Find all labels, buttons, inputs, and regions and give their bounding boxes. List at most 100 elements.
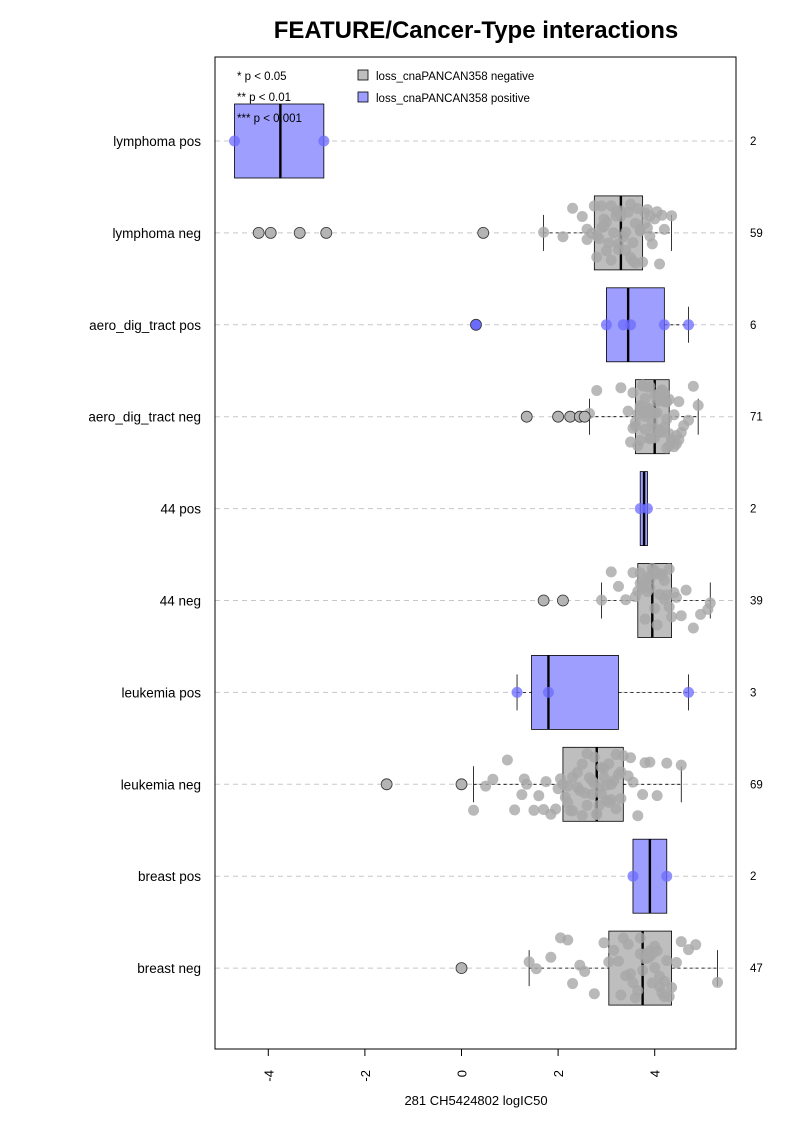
point-leukemia-neg	[651, 790, 663, 802]
point-aero-dig-tract-neg	[639, 423, 651, 435]
point-lymphoma-neg	[576, 211, 588, 223]
point-aero-dig-tract-neg	[637, 380, 649, 392]
outlier-lymphoma-neg	[477, 226, 490, 239]
point-lymphoma-neg	[625, 251, 637, 263]
count-label-44-neg: 39	[750, 596, 763, 608]
point-breast-neg	[675, 936, 687, 948]
point-leukemia-neg	[564, 804, 576, 816]
point-44-neg	[663, 601, 675, 613]
point-lymphoma-neg	[591, 251, 603, 263]
sig-legend-2: ** p < 0.01	[237, 92, 291, 104]
outlier-aero-dig-tract-neg	[578, 410, 591, 423]
point-aero-dig-tract-neg	[625, 436, 637, 448]
point-leukemia-neg	[632, 810, 644, 822]
point-breast-neg	[690, 939, 702, 951]
point-aero-dig-tract-neg	[663, 393, 675, 405]
point-breast-neg	[567, 978, 579, 990]
point-breast-neg	[646, 948, 658, 960]
point-lymphoma-neg	[656, 209, 668, 221]
point-44-neg	[639, 613, 651, 625]
x-tick-label: -4	[261, 1070, 276, 1082]
category-label-44-pos: 44 pos	[160, 502, 201, 517]
point-44-neg	[596, 594, 608, 606]
point-aero-dig-tract-neg	[661, 413, 673, 425]
outlier-lymphoma-neg	[264, 226, 277, 239]
point-leukemia-neg	[627, 776, 639, 788]
point-leukemia-pos	[511, 686, 523, 698]
point-44-neg	[629, 591, 641, 603]
point-breast-neg	[711, 976, 723, 988]
category-label-lymphoma-neg: lymphoma neg	[112, 226, 201, 241]
point-44-neg	[612, 580, 624, 592]
point-leukemia-neg	[615, 792, 627, 804]
point-leukemia-neg	[598, 762, 610, 774]
point-leukemia-neg	[612, 768, 624, 780]
point-breast-neg	[634, 932, 646, 944]
point-44-neg	[675, 610, 687, 622]
point-lymphoma-neg	[538, 226, 550, 238]
x-tick-label: -2	[358, 1070, 373, 1082]
point-breast-neg	[622, 938, 634, 950]
x-tick-label: 0	[455, 1070, 470, 1077]
point-aero-dig-tract-neg	[651, 407, 663, 419]
point-aero-dig-tract-neg	[629, 416, 641, 428]
point-44-neg	[680, 584, 692, 596]
point-leukemia-neg	[516, 789, 528, 801]
outlier-lymphoma-neg	[320, 226, 333, 239]
count-label-breast-neg: 47	[750, 963, 763, 975]
point-leukemia-neg	[675, 759, 687, 771]
box-lymphoma-pos	[234, 103, 325, 179]
x-tick-label: 2	[551, 1070, 566, 1077]
outlier-aero-dig-tract-neg	[520, 410, 533, 423]
point-leukemia-neg	[625, 752, 637, 764]
point-aero-dig-tract-neg	[654, 388, 666, 400]
point-breast-neg	[598, 937, 610, 949]
point-aero-dig-tract-neg	[634, 434, 646, 446]
point-aero-dig-tract-neg	[692, 399, 704, 411]
category-label-breast-pos: breast pos	[138, 869, 201, 884]
point-lymphoma-neg	[637, 256, 649, 268]
point-lymphoma-neg	[658, 223, 670, 235]
point-aero-dig-tract-neg	[627, 387, 639, 399]
outlier-aero-dig-tract-pos	[470, 318, 482, 331]
point-44-neg	[634, 567, 646, 579]
point-aero-dig-tract-neg	[687, 380, 699, 392]
point-lymphoma-neg	[634, 225, 646, 237]
point-layer	[228, 135, 723, 1004]
point-aero-dig-tract-pos	[683, 319, 695, 331]
outlier-lymphoma-neg	[252, 226, 265, 239]
point-aero-dig-tract-neg	[622, 405, 634, 417]
point-leukemia-neg	[576, 758, 588, 770]
point-breast-neg	[670, 956, 682, 968]
point-leukemia-neg	[528, 804, 540, 816]
point-lymphoma-neg	[598, 221, 610, 233]
point-leukemia-neg	[593, 799, 605, 811]
point-aero-dig-tract-pos	[600, 319, 612, 331]
point-leukemia-pos	[683, 686, 695, 698]
point-breast-neg	[629, 992, 641, 1004]
category-label-aero-dig-tract-neg: aero_dig_tract neg	[88, 410, 201, 425]
point-leukemia-neg	[562, 780, 574, 792]
point-breast-neg	[545, 951, 557, 963]
point-breast-neg	[627, 977, 639, 989]
point-aero-dig-tract-neg	[683, 414, 695, 426]
chart-title: FEATURE/Cancer-Type interactions	[274, 17, 679, 44]
point-leukemia-neg	[591, 808, 603, 820]
point-leukemia-neg	[576, 810, 588, 822]
outlier-44-neg	[557, 594, 569, 607]
outlier-leukemia-neg	[380, 778, 393, 791]
point-lymphoma-neg	[620, 226, 632, 238]
point-lymphoma-neg	[567, 202, 579, 214]
category-label-leukemia-neg: leukemia neg	[121, 777, 201, 792]
point-leukemia-neg	[538, 804, 550, 816]
outlier-leukemia-neg	[455, 778, 468, 791]
count-label-lymphoma-pos: 2	[750, 136, 756, 148]
count-label-leukemia-pos: 3	[750, 687, 756, 699]
point-leukemia-neg	[509, 804, 521, 816]
point-leukemia-neg	[586, 788, 598, 800]
outlier-lymphoma-neg	[293, 226, 306, 239]
chart-legend: loss_cnaPANCAN358 negative loss_cnaPANCA…	[357, 69, 534, 105]
point-lymphoma-pos	[228, 135, 240, 147]
point-breast-neg	[637, 964, 649, 976]
